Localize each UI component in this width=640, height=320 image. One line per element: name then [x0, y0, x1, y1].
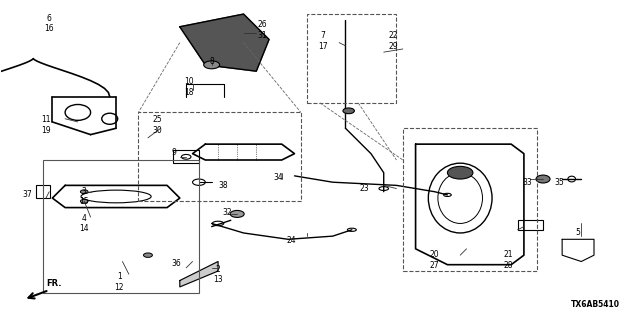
- Ellipse shape: [81, 190, 88, 194]
- Text: 26
31: 26 31: [258, 20, 268, 40]
- Ellipse shape: [143, 253, 152, 257]
- Text: 36: 36: [172, 259, 182, 268]
- Bar: [307, 14, 396, 103]
- Ellipse shape: [343, 108, 355, 114]
- Polygon shape: [180, 14, 269, 71]
- Text: 35: 35: [554, 178, 564, 187]
- Text: 24: 24: [287, 236, 296, 245]
- Text: 22
29: 22 29: [388, 31, 398, 51]
- Text: 8: 8: [209, 57, 214, 66]
- Text: 34: 34: [274, 173, 284, 182]
- Text: 20
27: 20 27: [430, 250, 440, 270]
- Text: 21
28: 21 28: [503, 250, 513, 270]
- Bar: [36, 185, 51, 198]
- Text: 38: 38: [218, 181, 228, 190]
- Text: 11
19: 11 19: [41, 116, 51, 135]
- Polygon shape: [180, 261, 218, 287]
- Bar: [403, 128, 537, 271]
- Ellipse shape: [204, 61, 220, 69]
- Text: TX6AB5410: TX6AB5410: [570, 300, 620, 309]
- Text: 25
30: 25 30: [152, 116, 163, 135]
- Text: 23: 23: [360, 184, 369, 193]
- Text: 7
17: 7 17: [318, 31, 328, 51]
- Text: 3
15: 3 15: [79, 187, 89, 206]
- Text: 1
12: 1 12: [115, 272, 124, 292]
- Text: FR.: FR.: [46, 279, 61, 288]
- Text: 37: 37: [22, 190, 32, 199]
- Text: 10
18: 10 18: [184, 77, 194, 97]
- Text: 33: 33: [522, 178, 532, 187]
- Bar: [43, 160, 199, 293]
- Text: 6
16: 6 16: [44, 14, 54, 33]
- Bar: [138, 112, 301, 201]
- Text: 4
14: 4 14: [79, 214, 89, 233]
- Ellipse shape: [536, 175, 550, 183]
- Ellipse shape: [81, 199, 88, 203]
- Text: 5: 5: [575, 228, 580, 237]
- Text: 9: 9: [171, 148, 176, 156]
- Ellipse shape: [230, 211, 244, 217]
- Text: 2
13: 2 13: [213, 265, 223, 284]
- Text: 32: 32: [223, 208, 232, 217]
- Bar: [518, 220, 543, 230]
- Ellipse shape: [447, 166, 473, 179]
